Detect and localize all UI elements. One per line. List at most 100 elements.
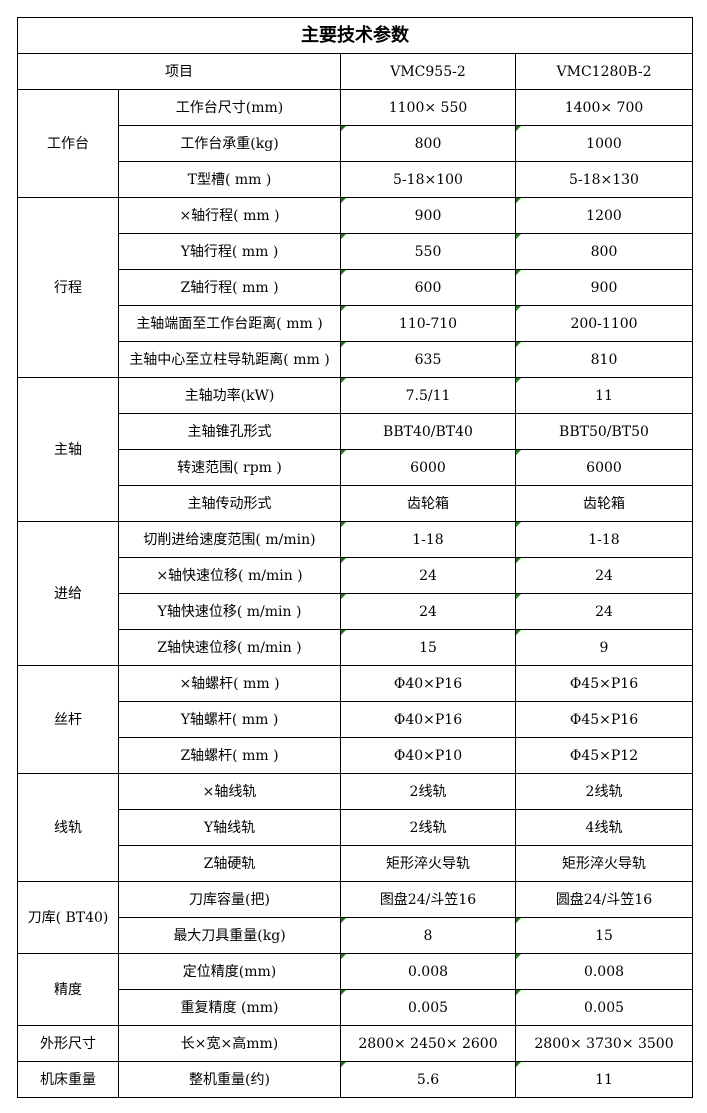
item-cell: 长×宽×高mm)	[118, 1025, 341, 1062]
table-row: 主轴端面至工作台距离( mm ) 110-710 200-1100	[18, 305, 693, 342]
table-row: Z轴螺杆( mm ) Φ40×P10 Φ45×P12	[18, 737, 693, 774]
item-cell: ×轴螺杆( mm )	[118, 665, 341, 702]
model-1-value: 7.5/11	[340, 377, 516, 414]
table-row: T型槽( mm ) 5-18×100 5-18×130	[18, 161, 693, 198]
table-row: 转速范围( rpm ) 6000 6000	[18, 449, 693, 486]
model-2-value: 圆盘24/斗笠16	[515, 881, 693, 918]
model-2-value: 15	[515, 917, 693, 954]
category-cell: 丝杆	[17, 665, 119, 774]
model-2-value: 4线轨	[515, 809, 693, 846]
model-2-value: 810	[515, 341, 693, 378]
model-2-value: 1000	[515, 125, 693, 162]
category-cell: 进给	[17, 521, 119, 666]
model-2-value: 矩形淬火导轨	[515, 845, 693, 882]
title-row: 主要技术参数	[17, 17, 693, 54]
item-cell: 工作台尺寸(mm)	[118, 89, 341, 126]
table-row: 进给 切削进给速度范围( m/min) 1-18 1-18	[17, 521, 693, 666]
model-2-value: 1400× 700	[515, 89, 693, 126]
item-cell: ×轴行程( mm )	[118, 197, 341, 234]
table-row: 丝杆 ×轴螺杆( mm ) Φ40×P16 Φ45×P16	[17, 665, 693, 774]
table-row: Y轴行程( mm ) 550 800	[18, 233, 693, 270]
model-1-value: 550	[340, 233, 516, 270]
category-cell: 外形尺寸	[17, 1025, 119, 1062]
model-2-value: 0.005	[515, 989, 693, 1026]
table-row: 主轴中心至立柱导轨距离( mm ) 635 810	[18, 341, 693, 378]
model-1-value: BBT40/BT40	[340, 413, 516, 450]
table-row: ×轴快速位移( m/min ) 24 24	[18, 557, 693, 594]
model-1-value: 635	[340, 341, 516, 378]
model-2-value: BBT50/BT50	[515, 413, 693, 450]
model-2-value: Φ45×P16	[515, 665, 693, 702]
item-cell: 主轴功率(kW)	[118, 377, 341, 414]
model-1-value: 110-710	[340, 305, 516, 342]
model-1-value: 15	[340, 629, 516, 666]
model-1-value: 矩形淬火导轨	[340, 845, 516, 882]
item-cell: 工作台承重(kg)	[118, 125, 341, 162]
table-row: 最大刀具重量(kg) 8 15	[18, 917, 693, 954]
model-1-value: 2线轨	[340, 809, 516, 846]
model-2-value: 1-18	[515, 521, 693, 558]
model-2-value: Φ45×P12	[515, 737, 693, 774]
item-cell: Z轴行程( mm )	[118, 269, 341, 306]
header-item: 项目	[17, 53, 341, 90]
header-model-2: VMC1280B-2	[515, 53, 693, 90]
item-cell: 定位精度(mm)	[118, 953, 341, 990]
model-1-value: 1-18	[340, 521, 516, 558]
table-row: Y轴线轨 2线轨 4线轨	[18, 809, 693, 846]
table-row: 刀库( BT40) 刀库容量(把) 图盘24/斗笠16 圆盘24/斗笠16	[17, 881, 693, 954]
model-2-value: 0.008	[515, 953, 693, 990]
table-row: 机床重量 整机重量(约) 5.6 11	[17, 1061, 693, 1098]
category-cell: 刀库( BT40)	[17, 881, 119, 954]
item-cell: Y轴快速位移( m/min )	[118, 593, 341, 630]
spec-table: 主要技术参数 项目 VMC955-2 VMC1280B-2 工作台 工作台尺寸(m…	[17, 17, 693, 1098]
item-cell: 主轴传动形式	[118, 485, 341, 522]
table-row: Z轴行程( mm ) 600 900	[18, 269, 693, 306]
category-cell: 行程	[17, 197, 119, 378]
model-2-value: 11	[515, 1061, 693, 1098]
item-cell: 刀库容量(把)	[118, 881, 341, 918]
model-1-value: Φ40×P16	[340, 701, 516, 738]
model-2-value: 11	[515, 377, 693, 414]
model-1-value: 1100× 550	[340, 89, 516, 126]
model-1-value: 5.6	[340, 1061, 516, 1098]
item-cell: ×轴快速位移( m/min )	[118, 557, 341, 594]
table-row: 线轨 ×轴线轨 2线轨 2线轨	[17, 773, 693, 882]
model-2-value: 24	[515, 557, 693, 594]
table-row: Y轴快速位移( m/min ) 24 24	[18, 593, 693, 630]
table-row: 工作台承重(kg) 800 1000	[18, 125, 693, 162]
model-1-value: 2800× 2450× 2600	[340, 1025, 516, 1062]
category-cell: 主轴	[17, 377, 119, 522]
item-cell: 转速范围( rpm )	[118, 449, 341, 486]
model-2-value: 6000	[515, 449, 693, 486]
item-cell: 主轴锥孔形式	[118, 413, 341, 450]
item-cell: T型槽( mm )	[118, 161, 341, 198]
table-row: 工作台 工作台尺寸(mm) 1100× 550 1400× 700	[17, 89, 693, 198]
item-cell: ×轴线轨	[118, 773, 341, 810]
category-cell: 精度	[17, 953, 119, 1026]
model-2-value: 800	[515, 233, 693, 270]
item-cell: 主轴端面至工作台距离( mm )	[118, 305, 341, 342]
model-2-value: 2800× 3730× 3500	[515, 1025, 693, 1062]
table-row: 主轴 主轴功率(kW) 7.5/11 11	[17, 377, 693, 522]
model-1-value: 6000	[340, 449, 516, 486]
item-cell: 重复精度 (mm)	[118, 989, 341, 1026]
category-cell: 线轨	[17, 773, 119, 882]
item-cell: Y轴螺杆( mm )	[118, 701, 341, 738]
item-cell: 切削进给速度范围( m/min)	[118, 521, 341, 558]
model-2-value: 9	[515, 629, 693, 666]
model-1-value: 900	[340, 197, 516, 234]
model-1-value: 24	[340, 557, 516, 594]
item-cell: Y轴线轨	[118, 809, 341, 846]
model-1-value: 5-18×100	[340, 161, 516, 198]
model-1-value: Φ40×P10	[340, 737, 516, 774]
model-2-value: 5-18×130	[515, 161, 693, 198]
model-1-value: 2线轨	[340, 773, 516, 810]
category-cell: 工作台	[17, 89, 119, 198]
table-title: 主要技术参数	[17, 17, 693, 54]
table-row: 重复精度 (mm) 0.005 0.005	[18, 989, 693, 1026]
model-1-value: 800	[340, 125, 516, 162]
table-row: 主轴锥孔形式 BBT40/BT40 BBT50/BT50	[18, 413, 693, 450]
table-row: Z轴快速位移( m/min ) 15 9	[18, 629, 693, 666]
model-1-value: 图盘24/斗笠16	[340, 881, 516, 918]
header-model-1: VMC955-2	[340, 53, 516, 90]
